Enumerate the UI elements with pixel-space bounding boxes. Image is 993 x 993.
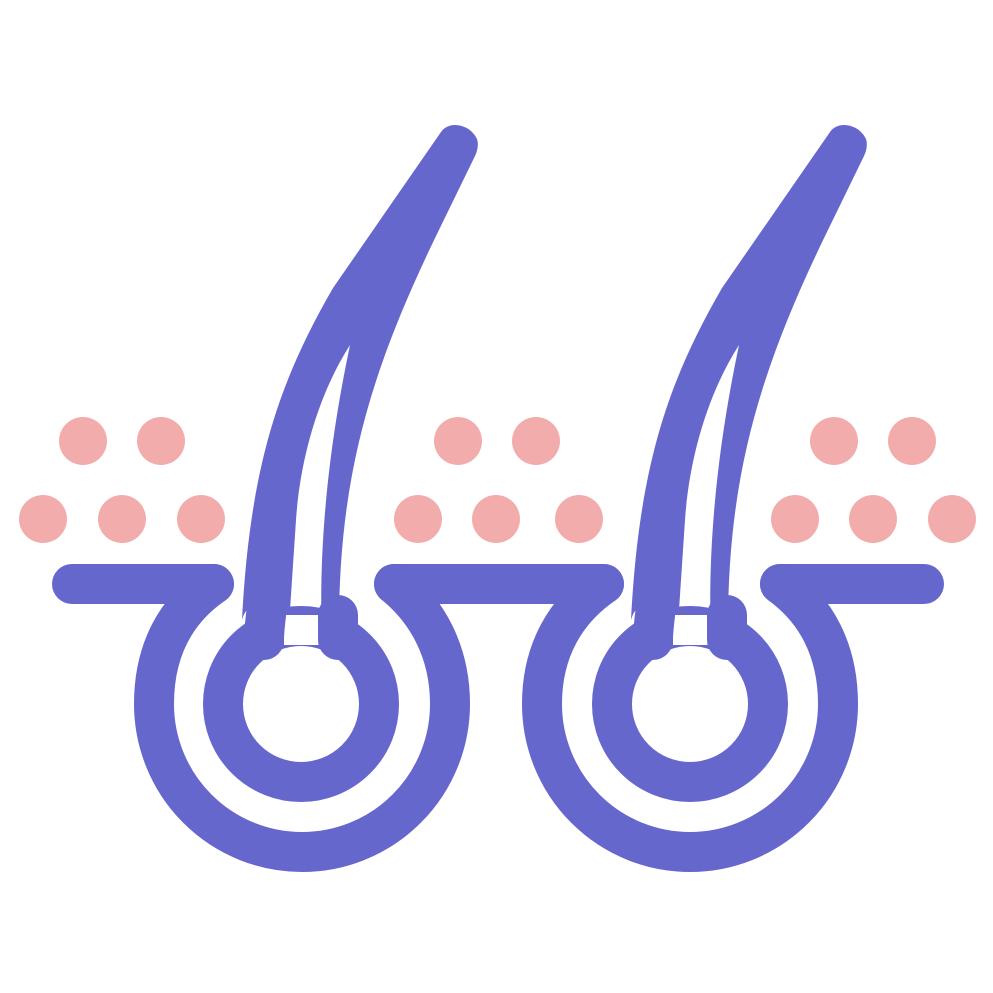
skin-dot	[810, 417, 858, 465]
skin-dot	[472, 495, 520, 543]
skin-dot	[512, 417, 560, 465]
follicle-pocket-left	[134, 564, 470, 872]
hair-shafts	[242, 124, 867, 641]
skin-dot	[177, 495, 225, 543]
hair-shaft-right	[631, 124, 867, 641]
skin-dot	[771, 495, 819, 543]
skin-dot	[98, 495, 146, 543]
skin-dot	[394, 495, 442, 543]
skin-dot	[434, 417, 482, 465]
skin-line	[52, 564, 944, 872]
skin-dot	[137, 417, 185, 465]
skin-dot	[555, 495, 603, 543]
skin-dot	[59, 417, 107, 465]
follicle-bulbs	[203, 606, 788, 802]
skin-dot	[849, 495, 897, 543]
hair-shaft-left	[242, 124, 478, 641]
skin-dot	[888, 417, 936, 465]
hair-neck	[244, 595, 748, 660]
skin-dot	[19, 495, 67, 543]
skin-dots	[19, 417, 976, 543]
skin-dot	[928, 495, 976, 543]
follicle-pocket-right	[522, 564, 858, 872]
